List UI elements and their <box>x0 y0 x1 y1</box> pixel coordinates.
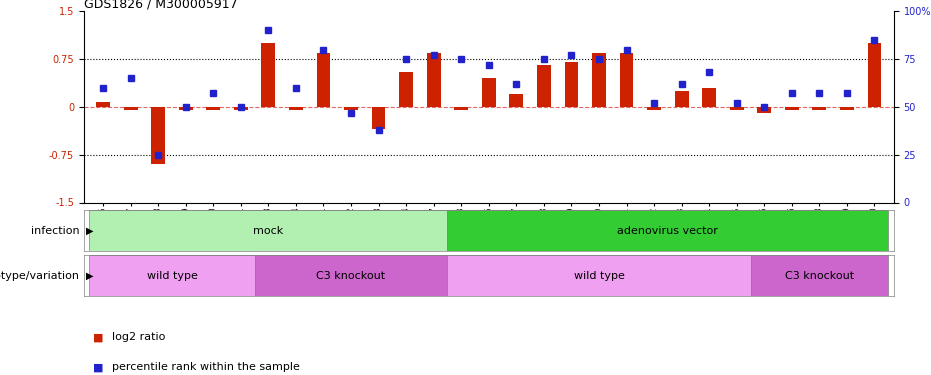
Bar <box>750 255 888 296</box>
Text: log2 ratio: log2 ratio <box>112 333 165 342</box>
Bar <box>426 53 440 107</box>
Bar <box>620 53 633 107</box>
Bar <box>234 107 248 110</box>
Bar <box>647 107 661 110</box>
Text: ▶: ▶ <box>86 226 93 236</box>
Bar <box>254 255 448 296</box>
Bar <box>702 88 716 107</box>
Text: infection: infection <box>31 226 79 236</box>
Bar <box>151 107 165 164</box>
Text: genotype/variation: genotype/variation <box>0 271 79 280</box>
Bar <box>482 78 495 107</box>
Bar <box>675 91 689 107</box>
Text: ■: ■ <box>93 363 103 372</box>
Bar <box>344 107 358 110</box>
Bar <box>262 43 276 107</box>
Bar <box>124 107 138 110</box>
Bar <box>564 62 578 107</box>
Bar <box>758 107 771 113</box>
Bar <box>813 107 827 110</box>
Text: mock: mock <box>253 226 284 236</box>
Text: C3 knockout: C3 knockout <box>317 271 385 280</box>
Bar <box>399 72 413 107</box>
Bar <box>509 94 523 107</box>
Bar <box>289 107 303 110</box>
Bar <box>371 107 385 129</box>
Bar <box>592 53 606 107</box>
Bar <box>96 102 110 107</box>
Text: percentile rank within the sample: percentile rank within the sample <box>112 363 300 372</box>
Bar <box>89 255 254 296</box>
Bar <box>454 107 468 110</box>
Bar <box>89 210 448 251</box>
Text: C3 knockout: C3 knockout <box>785 271 854 280</box>
Bar <box>868 43 882 107</box>
Bar <box>730 107 744 110</box>
Bar <box>448 255 750 296</box>
Text: ■: ■ <box>93 333 103 342</box>
Bar <box>317 53 331 107</box>
Bar <box>179 107 193 110</box>
Text: wild type: wild type <box>146 271 197 280</box>
Bar <box>537 65 551 107</box>
Bar <box>785 107 799 110</box>
Text: GDS1826 / M300005917: GDS1826 / M300005917 <box>84 0 237 10</box>
Text: wild type: wild type <box>573 271 625 280</box>
Text: ▶: ▶ <box>86 271 93 280</box>
Bar <box>448 210 888 251</box>
Bar <box>207 107 220 110</box>
Text: adenovirus vector: adenovirus vector <box>617 226 719 236</box>
Bar <box>840 107 854 110</box>
